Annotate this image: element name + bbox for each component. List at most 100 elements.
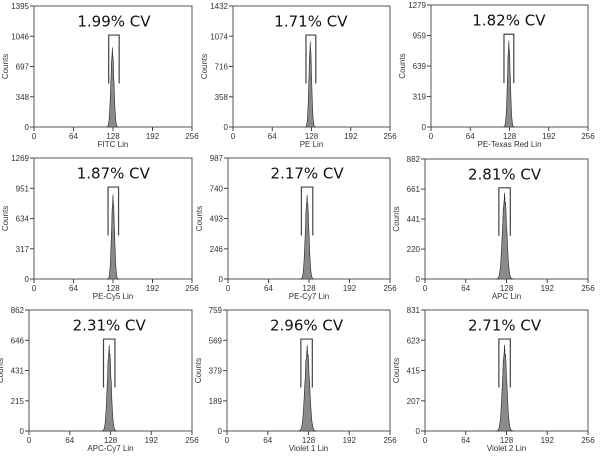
x-tick-label: 0 <box>423 284 428 293</box>
y-tick-label: 646 <box>11 336 25 345</box>
y-axis-label: Counts <box>392 206 401 231</box>
gate-marker[interactable] <box>503 33 515 84</box>
y-tick-label: 0 <box>219 275 224 284</box>
y-tick-label: 951 <box>16 184 30 193</box>
y-tick-label: 431 <box>11 367 25 376</box>
cv-label: 2.17% CV <box>271 165 345 183</box>
cv-label: 2.31% CV <box>73 317 147 335</box>
x-tick-label: 128 <box>500 436 514 445</box>
y-tick-label: 1046 <box>11 32 29 41</box>
x-tick-label: 256 <box>383 284 397 293</box>
y-tick-label: 0 <box>25 123 30 132</box>
x-tick-label: 256 <box>581 436 595 445</box>
y-tick-label: 1432 <box>210 2 228 11</box>
cv-label: 1.82% CV <box>472 12 546 30</box>
x-tick-label: 192 <box>542 132 556 141</box>
y-tick-label: 189 <box>209 397 223 406</box>
x-tick-label: 64 <box>65 436 74 445</box>
y-tick-label: 348 <box>16 93 30 102</box>
y-tick-label: 716 <box>215 63 229 72</box>
x-tick-label: 128 <box>106 132 120 141</box>
x-tick-label: 256 <box>185 284 199 293</box>
y-tick-label: 379 <box>209 367 223 376</box>
x-tick-label: 256 <box>581 284 595 293</box>
x-tick-label: 128 <box>106 284 120 293</box>
y-tick-label: 1279 <box>408 1 426 10</box>
x-tick-label: 192 <box>146 284 160 293</box>
y-tick-label: 623 <box>407 336 421 345</box>
histogram-peak <box>502 40 516 128</box>
x-axis-label: APC-Cy7 Lin <box>87 444 133 453</box>
x-tick-label: 64 <box>466 132 475 141</box>
y-tick-label: 862 <box>11 306 25 315</box>
gate-marker[interactable] <box>305 34 317 84</box>
gate-marker[interactable] <box>498 338 511 388</box>
histogram-peak <box>297 345 318 432</box>
x-axis-label: FITC Lin <box>98 140 129 149</box>
y-tick-label: 358 <box>215 93 229 102</box>
x-tick-label: 0 <box>27 436 32 445</box>
x-tick-label: 128 <box>500 284 514 293</box>
x-tick-label: 256 <box>185 436 199 445</box>
y-tick-label: 987 <box>210 154 224 163</box>
x-axis-label: PE-Texas Red Lin <box>477 140 541 149</box>
histogram-peak <box>105 47 120 128</box>
histogram-panel-8: 2.96% CV 0 64 128 192 256 0 189 379 569 759 Violet … <box>194 306 397 453</box>
x-tick-label: 128 <box>503 132 517 141</box>
y-tick-label: 493 <box>210 215 224 224</box>
y-tick-label: 661 <box>407 185 421 194</box>
histogram-panel-1: 1.99% CV 0 64 128 192 256 0 348 697 1046 1395 FITC … <box>1 2 199 149</box>
y-tick-label: 0 <box>416 275 421 284</box>
x-tick-label: 256 <box>383 132 397 141</box>
histogram-panel-6: 2.81% CV 0 64 128 192 256 0 220 441 661 882 APC Lin… <box>392 155 595 301</box>
x-tick-label: 192 <box>146 132 160 141</box>
gate-marker[interactable] <box>102 338 116 388</box>
x-tick-label: 192 <box>145 436 159 445</box>
x-tick-label: 128 <box>305 132 319 141</box>
y-tick-label: 415 <box>407 367 421 376</box>
x-tick-label: 0 <box>429 132 434 141</box>
y-tick-label: 1395 <box>11 2 29 11</box>
y-tick-label: 959 <box>413 32 427 41</box>
x-tick-label: 64 <box>268 132 277 141</box>
x-tick-label: 256 <box>185 132 199 141</box>
histogram-panel-4: 1.87% CV 0 64 128 192 256 0 317 634 951 1269 PE-Cy5… <box>1 154 199 301</box>
gate-marker[interactable] <box>108 34 120 84</box>
x-tick-label: 0 <box>32 284 37 293</box>
histogram-panel-3: 1.82% CV 0 64 128 192 256 0 319 639 959 1279 PE-Tex… <box>398 1 595 149</box>
x-axis-label: PE-Cy7 Lin <box>289 292 329 301</box>
y-axis-label: Counts <box>1 206 10 231</box>
gate-marker[interactable] <box>498 187 511 236</box>
gate-marker[interactable] <box>300 186 314 236</box>
y-tick-label: 1074 <box>210 32 228 41</box>
x-tick-label: 0 <box>231 132 236 141</box>
x-tick-label: 128 <box>302 284 316 293</box>
x-tick-label: 64 <box>264 284 273 293</box>
histogram-peak <box>100 345 118 432</box>
x-tick-label: 0 <box>423 436 428 445</box>
y-tick-label: 317 <box>16 245 30 254</box>
cv-label: 2.81% CV <box>468 165 542 183</box>
x-tick-label: 192 <box>343 436 357 445</box>
cv-label: 1.99% CV <box>77 13 151 31</box>
y-tick-label: 246 <box>210 245 224 254</box>
x-tick-label: 0 <box>32 132 37 141</box>
x-tick-label: 256 <box>581 132 595 141</box>
x-tick-label: 192 <box>541 284 555 293</box>
x-tick-label: 0 <box>226 284 231 293</box>
gate-marker[interactable] <box>300 338 313 388</box>
y-tick-label: 639 <box>413 62 427 71</box>
histogram-peak <box>304 41 317 128</box>
histogram-peak <box>495 192 514 280</box>
histogram-peak <box>106 194 120 280</box>
y-axis-label: Counts <box>200 54 209 79</box>
y-tick-label: 0 <box>218 427 223 436</box>
x-tick-label: 64 <box>461 284 470 293</box>
histogram-panel-7: 2.31% CV 0 64 128 192 256 0 215 431 646 862 APC-Cy7… <box>0 306 199 453</box>
x-axis-label: PE-Cy5 Lin <box>93 292 133 301</box>
y-axis-label: Counts <box>0 358 5 383</box>
x-tick-label: 0 <box>225 436 230 445</box>
y-tick-label: 0 <box>224 123 229 132</box>
gate-marker[interactable] <box>107 186 120 236</box>
